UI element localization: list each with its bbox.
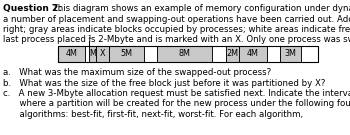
Bar (144, 46, 157, 62)
Text: a.   What was the maximum size of the swapped-out process?: a. What was the maximum size of the swap… (3, 68, 271, 77)
Text: last process placed is 2-Mbyte and is marked with an X. Only one process was swa: last process placed is 2-Mbyte and is ma… (3, 36, 350, 45)
Text: algorithms: best-fit, first-fit, next-fit, worst-fit. For each algorithm,: algorithms: best-fit, first-fit, next-fi… (3, 110, 303, 119)
Bar (301, 46, 318, 62)
Text: 4M: 4M (247, 50, 259, 58)
Text: This diagram shows an example of memory configuration under dynamic partitioning: This diagram shows an example of memory … (47, 4, 350, 13)
Bar (89, 46, 96, 62)
Text: a number of placement and swapping-out operations have been carried out. Address: a number of placement and swapping-out o… (3, 14, 350, 23)
Text: X: X (100, 50, 105, 58)
Bar (58, 46, 318, 62)
Text: 8M: 8M (178, 50, 190, 58)
Bar (267, 46, 280, 62)
Text: 4M: 4M (66, 50, 78, 58)
Bar (58, 46, 85, 62)
Bar (239, 46, 267, 62)
Text: b.   What was the size of the free block just before it was partitioned by X?: b. What was the size of the free block j… (3, 78, 326, 87)
Bar (226, 46, 239, 62)
Text: c.   A new 3-Mbyte allocation request must be satisfied next. Indicate the inter: c. A new 3-Mbyte allocation request must… (3, 89, 350, 98)
Text: where a partition will be created for the new process under the following four p: where a partition will be created for th… (3, 99, 350, 109)
Text: M: M (89, 50, 96, 58)
Text: Question 2:: Question 2: (3, 4, 62, 13)
Text: 2M: 2M (226, 50, 238, 58)
Bar (280, 46, 301, 62)
Text: 5M: 5M (120, 50, 132, 58)
Bar (109, 46, 144, 62)
Bar (85, 46, 89, 62)
Bar (96, 46, 109, 62)
Text: 3M: 3M (285, 50, 296, 58)
Bar (157, 46, 212, 62)
Bar (212, 46, 226, 62)
Text: right; gray areas indicate blocks occupied by processes; white areas indicate fr: right; gray areas indicate blocks occupi… (3, 25, 350, 34)
Text: 1: 1 (87, 35, 91, 40)
